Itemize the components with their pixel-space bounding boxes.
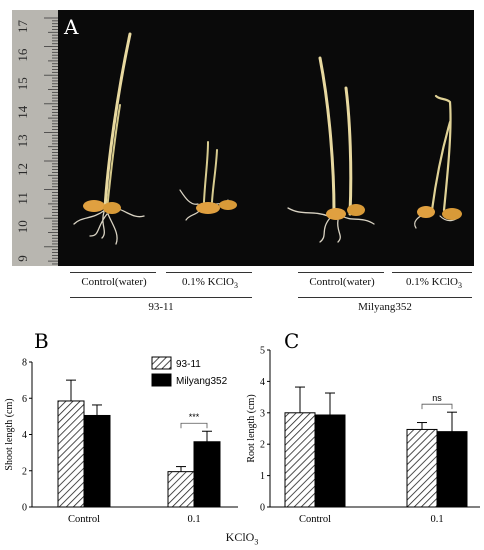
ruler-tick-label: 16 (15, 48, 30, 62)
significance-label: ns (432, 393, 442, 403)
seedling-group-93-11-control (73, 32, 145, 245)
y-tick-label: 2 (260, 440, 265, 451)
seedling-photo: 17 16 15 14 13 12 11 10 9 A (12, 10, 474, 266)
treatment-label-control-milyang352: Control(water) (309, 276, 375, 288)
y-tick-label: 4 (260, 377, 265, 388)
seedling-group-93-11-kclo3 (179, 141, 237, 221)
shared-xlabel: KClO3 (225, 530, 259, 547)
x-tick-label: 0.1 (187, 514, 200, 525)
x-tick-label: 0.1 (430, 514, 443, 525)
cultivar-label-milyang352: Milyang352 (358, 301, 412, 313)
panel-letter-c: C (284, 329, 299, 353)
seedling-group-milyang352-kclo3 (414, 94, 462, 229)
legend-label: 93-11 (176, 359, 201, 370)
bar-93-11-0.1 (406, 428, 438, 508)
y-tick-label: 4 (22, 430, 27, 441)
shoot-length-chart: B 0 2 4 6 8 Shoot length (cm) Control 0.1 *** 93-… (4, 329, 238, 525)
root-length-chart: C 0 1 2 3 4 5 Root length (cm) Control 0.1 ns (246, 329, 480, 525)
bar-93-11-0.1 (167, 471, 195, 508)
bar-milyang352-control (314, 414, 346, 508)
legend-swatch (151, 356, 172, 370)
bar-93-11-control (284, 412, 316, 508)
y-axis-label: Shoot length (cm) (4, 398, 15, 470)
y-tick-label: 3 (260, 408, 265, 419)
ruler-tick-label: 13 (15, 134, 30, 147)
treatment-label-kclo3-milyang352: 0.1% KClO3 (406, 276, 462, 291)
bar-milyang352-0.1 (193, 441, 221, 508)
y-tick-label: 8 (22, 358, 27, 369)
ruler-tick-label: 14 (15, 105, 30, 119)
significance-bracket (180, 422, 208, 429)
y-tick-label: 0 (22, 503, 27, 514)
y-tick-label: 1 (260, 471, 265, 482)
treatment-label-control-93-11: Control(water) (81, 276, 147, 288)
y-tick-label: 6 (22, 394, 27, 405)
cultivar-rule-milyang352 (298, 297, 472, 298)
y-axis-label: Root length (cm) (246, 394, 257, 462)
ruler-tick-label: 11 (15, 192, 30, 205)
y-tick-label: 5 (260, 346, 265, 357)
legend-label: Milyang352 (176, 376, 228, 387)
significance-label: *** (189, 412, 200, 422)
panel-letter-a: A (63, 15, 79, 39)
treatment-rule-2 (166, 272, 252, 273)
bar-93-11-control (57, 400, 85, 508)
seedling-group-milyang352-control (287, 56, 375, 243)
treatment-rule-4 (392, 272, 472, 273)
significance-bracket (421, 403, 453, 410)
ruler-tick-label: 10 (15, 220, 30, 233)
ruler-tick-label: 15 (15, 77, 30, 90)
treatment-rule-3 (298, 272, 384, 273)
x-tick-label: Control (68, 514, 100, 525)
bar-milyang352-control (83, 414, 111, 508)
ruler-tick-label: 9 (15, 255, 30, 261)
cultivar-rule-93-11 (70, 297, 252, 298)
legend-swatch (151, 373, 172, 387)
photo-background (12, 10, 474, 266)
bar-milyang352-0.1 (436, 431, 468, 508)
x-tick-label: Control (299, 514, 331, 525)
y-tick-label: 0 (260, 503, 265, 514)
treatment-label-kclo3-93-11: 0.1% KClO3 (182, 276, 238, 291)
ruler: 17 16 15 14 13 12 11 10 9 (12, 10, 58, 266)
ruler-tick-label: 12 (15, 163, 30, 176)
panel-letter-b: B (34, 329, 49, 353)
treatment-rule-1 (70, 272, 156, 273)
cultivar-label-93-11: 93-11 (148, 301, 174, 313)
y-tick-label: 2 (22, 466, 27, 477)
ruler-tick-label: 17 (15, 20, 30, 34)
